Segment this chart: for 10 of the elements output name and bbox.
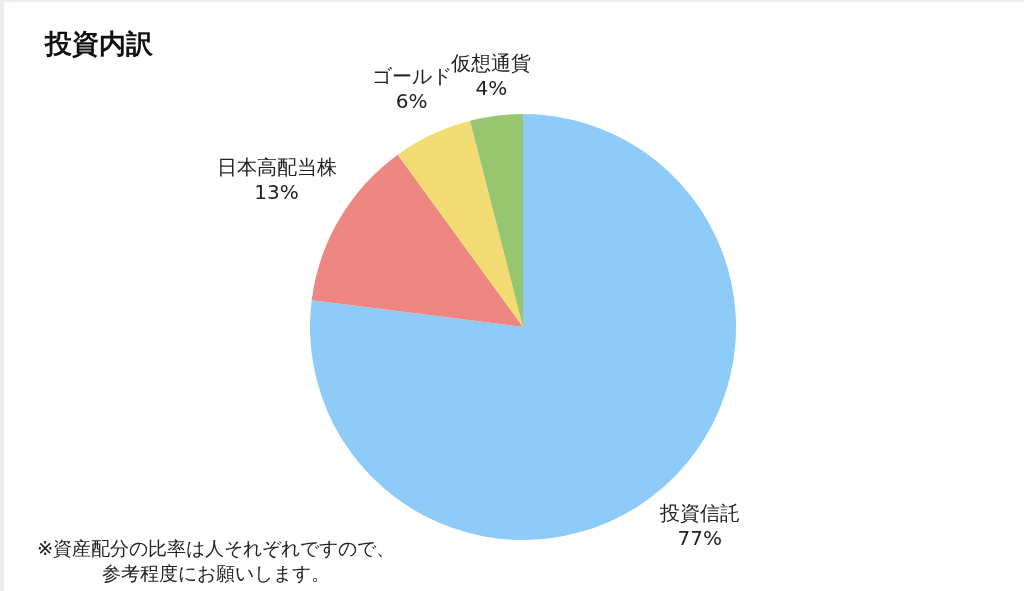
text: ※資産配分の比率は人それぞれですので、参考程度にお願いします。 xyxy=(36,536,397,586)
slice-label: 日本高配当株 xyxy=(216,154,337,179)
data-label: 6% xyxy=(395,88,428,113)
data-label: 13% xyxy=(254,179,299,204)
chart-title: 投資内訳 xyxy=(45,28,153,59)
slice-label: 投資信託 xyxy=(658,501,740,526)
data-label: 77% xyxy=(677,526,722,551)
slice-label: ゴールド xyxy=(371,63,452,88)
data-label: 4% xyxy=(475,75,508,100)
slice-label: 仮想通貨 xyxy=(450,50,532,75)
